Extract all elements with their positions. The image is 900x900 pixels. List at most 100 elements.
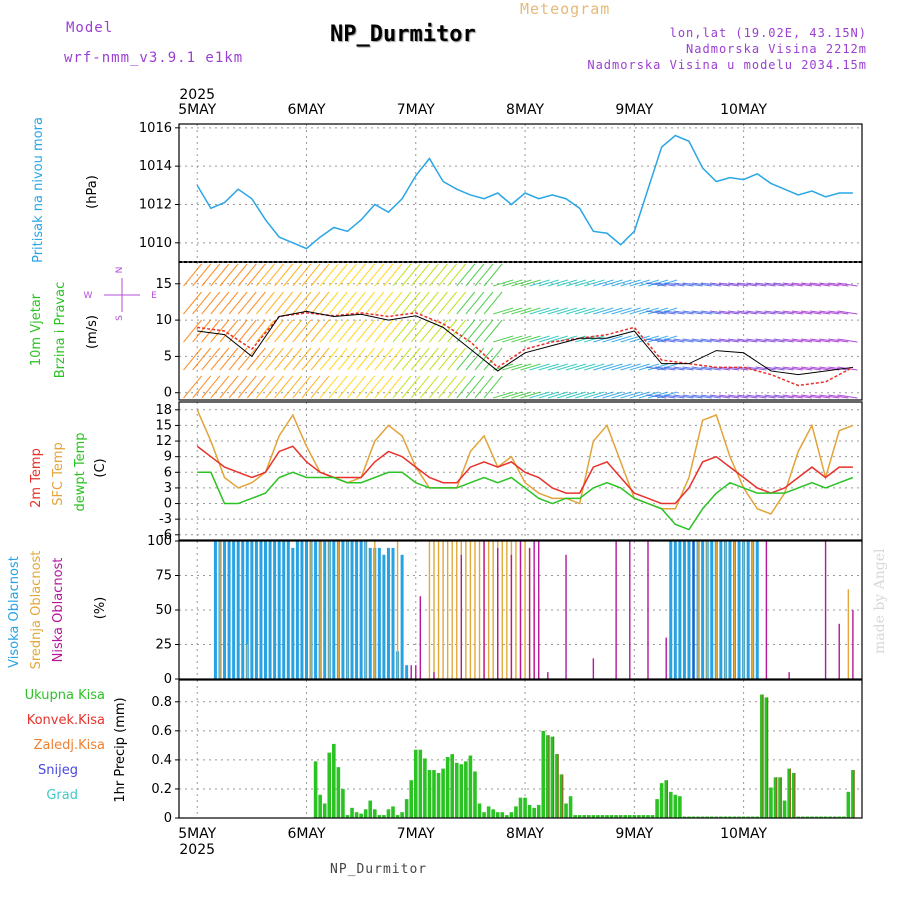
- wind-arrow: [347, 319, 366, 343]
- wind-arrow: [629, 279, 650, 287]
- wind-arrow: [773, 366, 794, 371]
- wind-arrow: [265, 291, 284, 315]
- wind-arrow: [810, 310, 831, 315]
- precip-units-label: 1hr Precip (mm): [113, 697, 128, 802]
- wind-arrow: [773, 394, 794, 399]
- wind-tick-label: 10: [155, 313, 172, 328]
- cloud-bar: [746, 541, 750, 679]
- wind-arrow: [383, 319, 403, 343]
- wind-arrow: [547, 391, 568, 399]
- wind-arrow: [246, 263, 266, 287]
- wind-arrow: [529, 363, 550, 371]
- wind-arrow: [547, 279, 568, 287]
- cloud-bar: [673, 541, 677, 679]
- precip-bar: [541, 730, 546, 818]
- precip-bar: [728, 816, 732, 818]
- wind-arrow: [256, 347, 275, 371]
- wind-arrow: [192, 291, 212, 315]
- wind-arrow: [219, 319, 239, 343]
- wind-arrow: [392, 291, 412, 315]
- precip-bar: [618, 815, 623, 818]
- wind-arrow: [246, 319, 266, 343]
- wind-arrow: [374, 319, 394, 343]
- wind-arrow: [620, 335, 641, 343]
- cloud-bar: [755, 541, 759, 679]
- precipitation-tick-label: 0: [164, 811, 172, 826]
- wind-arrow: [183, 375, 202, 399]
- wind-arrow: [620, 391, 641, 399]
- wind-arrow: [474, 347, 494, 371]
- wind-arrow: [709, 282, 731, 287]
- precip-bar: [714, 816, 719, 818]
- wind-arrow: [328, 347, 348, 371]
- day-label-bottom: 5MAY: [178, 826, 216, 842]
- precip-convective-bar: [548, 735, 550, 818]
- precip-bar: [495, 812, 500, 818]
- precip-bar: [486, 806, 491, 818]
- wind-arrow: [709, 310, 731, 315]
- wind-arrow: [183, 291, 202, 315]
- precip-bar: [741, 816, 746, 818]
- wind-arrow: [664, 338, 685, 343]
- station-title: NP_Durmitor: [330, 22, 476, 47]
- day-label-bottom: 10MAY: [720, 826, 767, 842]
- wind-arrow: [764, 394, 785, 399]
- precip-bar: [372, 809, 377, 818]
- wind-arrow: [502, 279, 523, 287]
- wind-arrow: [782, 282, 803, 287]
- precip-bar: [668, 791, 673, 818]
- precip-convective-bar: [794, 772, 796, 818]
- wind-arrow: [365, 291, 385, 315]
- cloud-bar: [533, 541, 535, 679]
- wind-arrow: [547, 307, 568, 315]
- day-label-top: 9MAY: [615, 102, 653, 118]
- wind-arrow: [429, 263, 448, 287]
- lonlat-label: lon,lat (19.02E, 43.15N): [669, 26, 867, 40]
- wind-arrow: [593, 363, 614, 371]
- wind-arrow: [301, 263, 321, 287]
- cloud-bar: [528, 547, 531, 679]
- precip-bar: [313, 761, 318, 818]
- cloud-bar: [254, 541, 258, 679]
- cloud-bar: [277, 541, 281, 679]
- wind-arrow: [192, 347, 212, 371]
- wind-arrow: [310, 291, 330, 315]
- wind-arrow: [502, 307, 523, 315]
- wind-arrow: [392, 375, 412, 399]
- wind-arrow: [538, 279, 559, 287]
- wind-arrow: [538, 307, 559, 315]
- wind-arrow: [828, 282, 849, 287]
- precip-bar: [445, 756, 450, 818]
- wind-arrow: [328, 375, 348, 399]
- cloud-bar: [282, 541, 286, 679]
- cloud-bar: [838, 623, 840, 679]
- wind-arrow: [828, 338, 849, 343]
- precip-bar: [587, 815, 591, 818]
- precip-bar: [491, 809, 495, 818]
- precip-bar: [464, 761, 468, 818]
- precip-bar: [609, 815, 614, 818]
- wind-arrow: [493, 307, 514, 315]
- pressure-tick-label: 1010: [139, 236, 172, 251]
- temp-label-2m: 2m Temp: [29, 448, 44, 508]
- wind-arrow: [502, 363, 523, 371]
- wind-arrow: [700, 282, 721, 287]
- precipitation-tick-label: 0.4: [151, 753, 172, 768]
- wind-arrow: [810, 338, 831, 343]
- cloud-bar: [487, 541, 490, 679]
- temperature-frame: [178, 401, 863, 541]
- wind-arrow: [237, 291, 257, 315]
- cloud-bar: [236, 541, 240, 679]
- wind-arrow: [520, 279, 541, 287]
- wind-arrow: [301, 319, 321, 343]
- cloud-bar: [524, 541, 526, 679]
- wind-arrow: [755, 310, 776, 315]
- precip-bar: [769, 787, 773, 818]
- wind-arrow: [237, 375, 257, 399]
- precip-legend-4: Grad: [46, 788, 78, 803]
- precip-convective-bar: [780, 777, 782, 818]
- cloud-bar: [510, 554, 513, 679]
- wind-arrow: [219, 375, 239, 399]
- cloud-bar: [295, 541, 299, 679]
- wind-arrow: [356, 375, 375, 399]
